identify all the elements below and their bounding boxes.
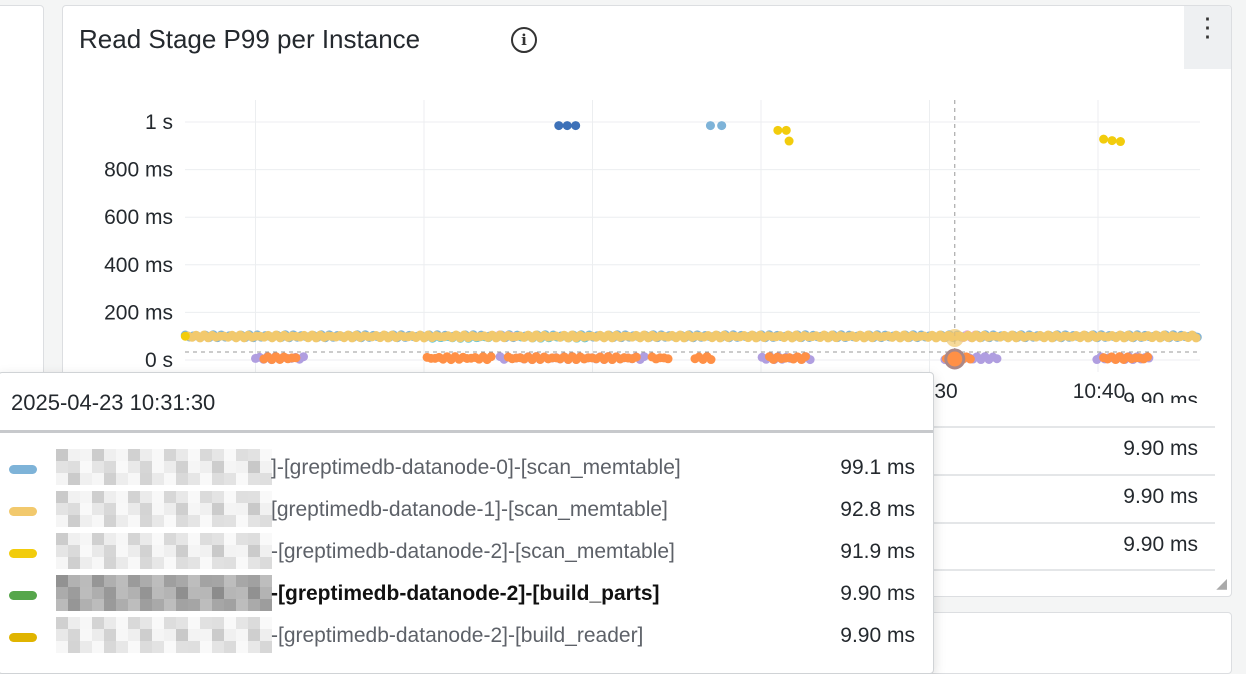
series-name: -[greptimedb-datanode-2]-[scan_memtable]: [271, 540, 675, 563]
data-point: [773, 125, 783, 135]
data-point: [705, 121, 715, 131]
series-name: -[greptimedb-datanode-2]-[build_reader]: [271, 624, 644, 647]
y-tick-label: 1 s: [145, 111, 173, 134]
data-point: [180, 331, 190, 341]
data-point: [639, 352, 649, 362]
data-point: [299, 352, 308, 362]
series-color-swatch: [9, 465, 37, 474]
series-name: [greptimedb-datanode-1]-[scan_memtable]: [271, 498, 668, 521]
legend-value: 9.90 ms: [1123, 485, 1198, 508]
data-point: [781, 125, 791, 135]
left-panel: [0, 5, 44, 377]
tooltip-row: -[greptimedb-datanode-2]-[build_reader] …: [0, 617, 933, 657]
tooltip-divider: [0, 430, 933, 433]
tooltip-row: -[greptimedb-datanode-2]-[build_parts] 9…: [0, 575, 933, 615]
data-point: [1115, 137, 1125, 147]
data-point: [291, 353, 301, 363]
data-point: [554, 121, 564, 131]
panel-title: Read Stage P99 per Instance: [79, 24, 421, 54]
series-color-swatch: [9, 549, 37, 558]
data-point: [631, 352, 641, 362]
data-point: [706, 355, 716, 365]
series-color-swatch: [9, 591, 37, 600]
y-tick-label: 0 s: [145, 349, 173, 372]
data-point: [800, 352, 810, 362]
series-value: 9.90 ms: [840, 624, 915, 647]
series-name: ]-[greptimedb-datanode-0]-[scan_memtable…: [271, 456, 681, 479]
tooltip-row: [greptimedb-datanode-1]-[scan_memtable] …: [0, 491, 933, 531]
series-value: 91.9 ms: [840, 540, 915, 563]
data-point: [784, 136, 794, 146]
x-tick-label: 30: [934, 380, 957, 403]
hover-tooltip: 2025-04-23 10:31:30 ]-[greptimedb-datano…: [0, 372, 934, 674]
series-color-swatch: [9, 633, 37, 642]
data-point: [663, 354, 673, 364]
hover-marker: [944, 348, 966, 370]
redacted-name: [56, 575, 272, 611]
series-value: 99.1 ms: [840, 456, 915, 479]
legend-divider: [932, 426, 1215, 428]
panel-menu-button[interactable]: ⋮: [1184, 6, 1231, 69]
data-point: [571, 121, 581, 131]
legend-value: 9.90 ms: [1123, 389, 1198, 403]
redacted-name: [56, 617, 272, 653]
legend-divider: [932, 569, 1215, 571]
redacted-name: [56, 491, 272, 527]
tooltip-row: -[greptimedb-datanode-2]-[scan_memtable]…: [0, 533, 933, 573]
data-point: [1143, 352, 1153, 362]
resize-handle-icon[interactable]: ◢: [1216, 575, 1227, 591]
redacted-name: [56, 449, 272, 485]
kebab-menu-icon: ⋮: [1194, 12, 1221, 42]
scatter-chart[interactable]: 0 s 200 ms 400 ms 600 ms 800 ms 1 s 30 10:40: [0, 0, 1246, 652]
y-tick-label: 800 ms: [104, 159, 173, 182]
legend-divider: [932, 474, 1215, 476]
tooltip-time: 2025-04-23 10:31:30: [11, 390, 216, 415]
series-name: -[greptimedb-datanode-2]-[build_parts]: [271, 582, 660, 605]
legend-divider: [932, 522, 1215, 524]
data-point: [1107, 136, 1117, 146]
data-point: [562, 121, 572, 131]
redacted-name: [56, 533, 272, 569]
x-tick-label: 10:40: [1073, 380, 1126, 403]
tooltip-row: ]-[greptimedb-datanode-0]-[scan_memtable…: [0, 449, 933, 489]
y-tick-label: 200 ms: [104, 301, 173, 324]
data-point: [992, 354, 1002, 364]
series-color-swatch: [9, 507, 37, 516]
data-point: [486, 352, 496, 362]
info-circle-icon[interactable]: i: [511, 27, 537, 53]
series-value: 92.8 ms: [840, 498, 915, 521]
data-point: [965, 354, 975, 364]
legend-value: 9.90 ms: [1123, 533, 1198, 556]
data-point: [1099, 134, 1109, 144]
y-tick-label: 600 ms: [104, 206, 173, 229]
data-point: [717, 121, 727, 131]
hover-marker: [945, 329, 964, 347]
series-value: 9.90 ms: [840, 582, 915, 605]
legend-value: 9.90 ms: [1123, 437, 1198, 460]
data-point: [1191, 333, 1201, 343]
y-tick-label: 400 ms: [104, 254, 173, 277]
